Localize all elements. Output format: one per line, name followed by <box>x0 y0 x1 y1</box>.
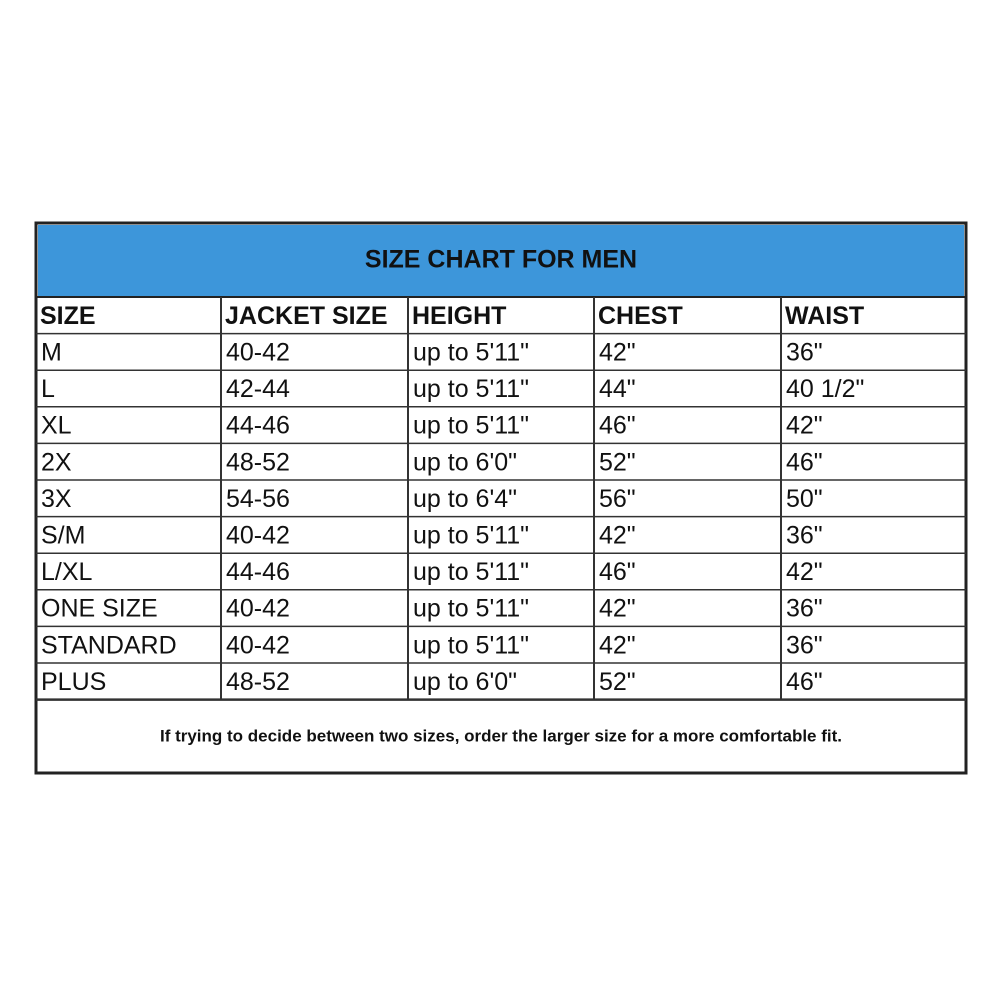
table-cell: 40-42 <box>226 631 290 659</box>
table-cell: 42" <box>599 522 636 550</box>
table-cell: 2X <box>41 448 72 476</box>
table-cell: 46" <box>599 412 636 440</box>
table-cell: L/XL <box>41 558 93 586</box>
table-cell: ONE SIZE <box>41 595 158 623</box>
table-cell: up to 6'0" <box>413 448 517 476</box>
table-cell: 44-46 <box>226 558 290 586</box>
table-cell: 40 1/2" <box>786 375 864 403</box>
table-cell: 50" <box>786 485 823 513</box>
column-header: CHEST <box>598 302 683 330</box>
table-cell: XL <box>41 412 72 440</box>
column-header: SIZE <box>40 302 96 330</box>
table-cell: 48-52 <box>226 668 290 696</box>
table-cell: 36" <box>786 339 823 367</box>
table-cell: 56" <box>599 485 636 513</box>
table-note: If trying to decide between two sizes, o… <box>160 726 842 745</box>
table-cell: 40-42 <box>226 339 290 367</box>
table-cell: 42" <box>599 595 636 623</box>
table-cell: up to 5'11" <box>413 412 529 440</box>
table-cell: 42-44 <box>226 375 290 403</box>
table-cell: 54-56 <box>226 485 290 513</box>
table-grid: SIZE JACKET SIZE HEIGHT CHEST WAIST M 40-42 up … <box>36 297 966 701</box>
table-cell: 46" <box>599 558 636 586</box>
table-cell: 48-52 <box>226 448 290 476</box>
table-cell: up to 5'11" <box>413 631 529 659</box>
table-cell: up to 5'11" <box>413 339 529 367</box>
table-cell: 42" <box>599 339 636 367</box>
table-cell: 36" <box>786 595 823 623</box>
table-cell: 44-46 <box>226 412 290 440</box>
table-cell: 52" <box>599 448 636 476</box>
table-cell: 40-42 <box>226 522 290 550</box>
table-cell: up to 5'11" <box>413 375 529 403</box>
table-cell: 42" <box>599 631 636 659</box>
table-cell: 36" <box>786 522 823 550</box>
table-cell: up to 6'0" <box>413 668 517 696</box>
table-title: SIZE CHART FOR MEN <box>365 246 637 274</box>
table-cell: STANDARD <box>41 631 177 659</box>
table-cell: 40-42 <box>226 595 290 623</box>
table-cell: up to 6'4" <box>413 485 517 513</box>
table-cell: 46" <box>786 668 823 696</box>
column-header: WAIST <box>785 302 864 330</box>
table-frame <box>34 221 968 775</box>
column-header: HEIGHT <box>412 302 506 330</box>
table-cell: up to 5'11" <box>413 595 529 623</box>
table-cell: 46" <box>786 448 823 476</box>
table-cell: M <box>41 339 62 367</box>
table-cell: up to 5'11" <box>413 558 529 586</box>
table-cell: PLUS <box>41 668 106 696</box>
column-header: JACKET SIZE <box>225 302 388 330</box>
table-cell: 42" <box>786 558 823 586</box>
table-cell: 52" <box>599 668 636 696</box>
table-cell: 3X <box>41 485 72 513</box>
table-cell: 36" <box>786 631 823 659</box>
table-cell: up to 5'11" <box>413 522 529 550</box>
table-cell: L <box>41 375 55 403</box>
table-cell: 42" <box>786 412 823 440</box>
title-band <box>38 225 964 296</box>
table-cell: S/M <box>41 522 85 550</box>
table-cell: 44" <box>599 375 636 403</box>
